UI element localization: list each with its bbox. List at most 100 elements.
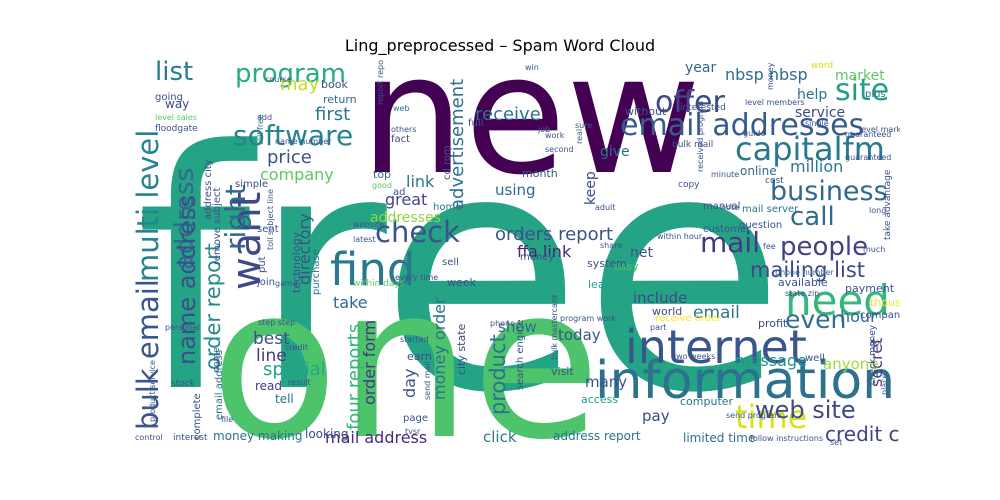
- word-available: available: [778, 276, 828, 289]
- word-guide: guide: [743, 129, 765, 138]
- word-offer: offer: [655, 85, 725, 120]
- word-money-making: money making: [213, 429, 302, 443]
- word-name-number: name number: [275, 137, 332, 146]
- word-put: put: [257, 256, 268, 273]
- word-company: company: [260, 165, 334, 184]
- word-nbsp-nbsp: nbsp nbsp: [725, 65, 808, 84]
- word-remove-subject: remove subject: [212, 188, 223, 265]
- word-check: check: [375, 215, 460, 249]
- word-may: may: [280, 74, 320, 95]
- word-receive: receive: [475, 104, 541, 125]
- word-follow-instructions: follow instructions: [750, 434, 823, 443]
- word-business: business: [770, 176, 888, 207]
- word-web-site: web site: [755, 396, 856, 424]
- word-started: started: [400, 335, 429, 344]
- word-tell: tell: [275, 392, 294, 406]
- word-market: market: [835, 68, 885, 84]
- word-note: note: [721, 203, 739, 212]
- word-sell: sell: [442, 257, 459, 268]
- word-address: address: [170, 168, 200, 270]
- word-list: list: [155, 60, 193, 87]
- word-floodgate: floodgate: [155, 124, 198, 134]
- word-state-zip: state zip: [785, 289, 819, 298]
- word-home: home: [433, 202, 461, 213]
- word-simple: simple: [235, 179, 268, 190]
- word-return: return: [323, 93, 357, 106]
- word-advertisement: advertisement: [447, 79, 468, 210]
- word-pay: pay: [642, 407, 670, 425]
- word-job: job: [537, 125, 550, 134]
- word-add: add: [257, 113, 272, 122]
- word-email-address: email address: [214, 350, 225, 420]
- word-search-engine: search engine: [515, 319, 526, 390]
- word-help: help: [797, 87, 827, 103]
- chart-title: Ling_preprocessed – Spam Word Cloud: [344, 36, 656, 55]
- word-fact: fact: [391, 134, 410, 145]
- word-toll-subject-line: toll subject line: [266, 189, 275, 250]
- word-address-report: address report: [553, 429, 641, 443]
- word-result: result: [288, 378, 311, 387]
- word-show: show: [498, 318, 537, 336]
- word-bulk-mail: bulk mail: [672, 140, 713, 150]
- word-manual: manual: [703, 201, 740, 212]
- word-limited-time: limited time: [683, 431, 755, 445]
- word-come: come: [212, 347, 222, 372]
- word-call: call: [790, 202, 835, 232]
- word-sure: sure: [575, 121, 592, 130]
- word-many: many: [585, 373, 627, 391]
- word-game: game: [275, 279, 298, 288]
- word-minute: minute: [711, 170, 739, 179]
- word-full: full: [468, 118, 483, 129]
- word-join: join: [256, 277, 275, 288]
- word-first: first: [315, 104, 350, 125]
- word-part: part: [650, 323, 666, 332]
- word-order-form: order form: [360, 320, 379, 405]
- word-special: special: [263, 359, 326, 380]
- word-long: long: [869, 206, 886, 215]
- word-anyone: anyone: [823, 355, 879, 373]
- word-within-hour: within hour: [657, 232, 703, 241]
- word-real: real: [575, 129, 584, 144]
- word-money-back: money back: [766, 60, 775, 90]
- word-using: using: [495, 181, 536, 199]
- word-year: year: [685, 60, 716, 76]
- word-email: email: [693, 303, 740, 323]
- word-mail: mail: [700, 226, 760, 259]
- word-phone: phone: [490, 319, 515, 328]
- word-within-days: within days: [353, 279, 405, 289]
- word-great: great: [385, 190, 427, 209]
- word-week: week: [447, 276, 477, 289]
- word-program: program: [235, 60, 346, 89]
- word-product-service: product service: [148, 360, 157, 422]
- word-work: work: [545, 131, 565, 140]
- word-top: top: [373, 168, 391, 181]
- word-million: million: [790, 157, 843, 176]
- word-directory: directory: [295, 213, 314, 285]
- word-easy: easy: [613, 260, 639, 273]
- word-credit: credit: [285, 343, 308, 352]
- word-companies: companies: [860, 310, 900, 321]
- word-price: price: [267, 147, 312, 168]
- word-toll-free: toll free: [256, 114, 265, 145]
- word-right: right: [219, 184, 252, 250]
- word-click: click: [483, 428, 517, 445]
- word-word: word: [811, 61, 833, 71]
- word-second: second: [545, 145, 574, 154]
- word-set: set: [830, 438, 842, 445]
- word-take: take: [333, 293, 368, 312]
- word-information: information: [595, 351, 895, 411]
- word-orders-report: orders report: [495, 224, 613, 245]
- word-need: need: [785, 276, 890, 325]
- word-internet: internet: [625, 320, 807, 374]
- word-address-city: address city: [203, 159, 214, 220]
- word-web: web: [393, 104, 410, 113]
- word-read: read: [255, 379, 282, 393]
- word-best: best: [253, 329, 290, 349]
- word-mail-server: mail server: [742, 204, 799, 215]
- word-site: site: [835, 73, 889, 108]
- word-step-step: step step: [258, 318, 295, 327]
- word-visit: visit: [551, 365, 574, 378]
- word-access: access: [581, 393, 618, 406]
- word-secret: secret: [867, 338, 886, 387]
- word-cost: cost: [765, 176, 784, 186]
